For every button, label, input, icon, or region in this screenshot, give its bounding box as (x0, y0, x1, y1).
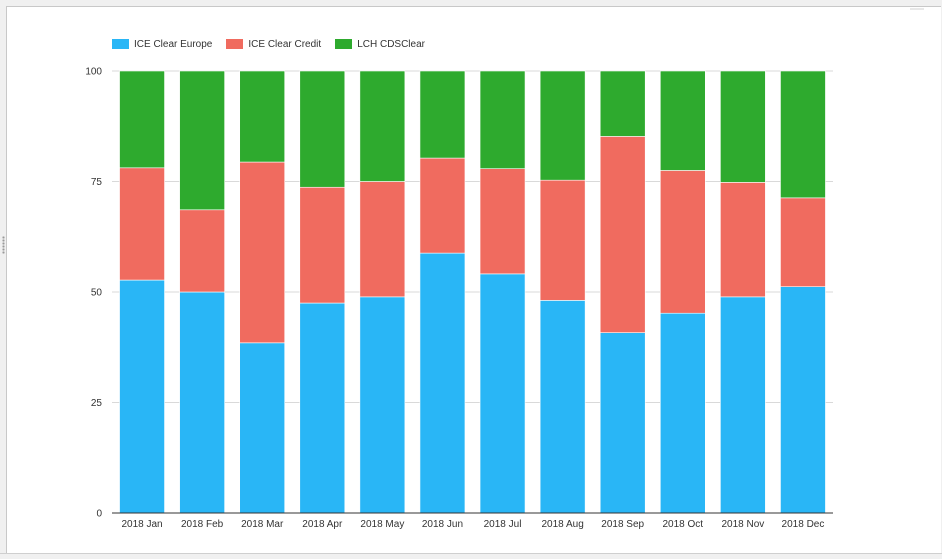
bar-segment[interactable] (179, 209, 225, 293)
x-tick-label: 2018 Jul (484, 519, 522, 530)
window-control (910, 8, 924, 10)
y-tick-label: 25 (91, 398, 103, 409)
x-tick-label: 2018 Apr (302, 519, 343, 530)
legend-label: ICE Clear Europe (134, 38, 213, 50)
chart-legend: ICE Clear Europe ICE Clear Credit LCH CD… (112, 37, 425, 51)
x-tick-label: 2018 Jan (121, 519, 162, 530)
bar-segment[interactable] (539, 70, 586, 181)
y-tick-label: 50 (91, 288, 103, 299)
bottom-border (0, 553, 942, 554)
bar-segment[interactable] (479, 70, 526, 169)
x-tick-label: 2018 Jun (422, 519, 463, 530)
gridlines (112, 70, 833, 403)
bar-segment[interactable] (720, 296, 766, 514)
bar-segment[interactable] (359, 70, 406, 182)
bar-segment[interactable] (659, 70, 706, 171)
bar-segment[interactable] (179, 70, 225, 211)
legend-item-lch-cdsclear[interactable]: LCH CDSClear (335, 39, 425, 50)
bar-segment[interactable] (239, 342, 286, 514)
x-tick-label: 2018 Dec (782, 519, 825, 530)
x-tick-label: 2018 Nov (721, 519, 764, 530)
bar-segment[interactable] (599, 136, 646, 333)
bar-segment[interactable] (239, 161, 286, 344)
x-tick-label: 2018 Oct (662, 519, 703, 530)
bar-segment[interactable] (479, 168, 526, 275)
legend-label: LCH CDSClear (357, 38, 425, 50)
bar-segment[interactable] (780, 70, 826, 199)
bar-segment[interactable] (419, 70, 466, 159)
bar-segment[interactable] (359, 296, 406, 514)
bar-segment[interactable] (119, 167, 165, 281)
bar-segment[interactable] (539, 300, 586, 514)
x-tick-label: 2018 Aug (541, 519, 583, 530)
bar-segment[interactable] (119, 70, 165, 169)
bar-segment[interactable] (419, 252, 466, 514)
bar-segment[interactable] (720, 70, 766, 183)
resize-grip[interactable] (2, 236, 5, 254)
bar-segment[interactable] (419, 157, 466, 254)
bar-segment[interactable] (780, 286, 826, 514)
bar-segment[interactable] (479, 273, 526, 514)
bar-segment[interactable] (299, 186, 346, 304)
bar-segment[interactable] (599, 332, 646, 514)
legend-item-ice-clear-credit[interactable]: ICE Clear Credit (226, 39, 321, 50)
legend-label: ICE Clear Credit (248, 38, 322, 50)
bar-segment[interactable] (780, 197, 826, 287)
bar-segment[interactable] (119, 279, 165, 514)
bar-segment[interactable] (299, 302, 346, 514)
legend-swatch (335, 39, 353, 49)
x-tick-label: 2018 Sep (601, 519, 644, 530)
bar-segment[interactable] (179, 291, 225, 514)
x-tick-label: 2018 May (360, 519, 404, 530)
bars (119, 70, 826, 514)
y-tick-label: 100 (85, 67, 102, 78)
legend-swatch (226, 39, 244, 49)
bar-segment[interactable] (299, 70, 346, 188)
y-tick-label: 75 (91, 177, 103, 188)
x-tick-label: 2018 Mar (241, 519, 284, 530)
bar-segment[interactable] (659, 170, 706, 314)
y-axis-ticks: 0 25 50 75 100 (85, 67, 102, 520)
x-axis-ticks: 2018 Jan 2018 Feb 2018 Mar 2018 Apr 2018 May… (121, 519, 824, 530)
legend-item-ice-clear-europe[interactable]: ICE Clear Europe (112, 39, 212, 50)
bar-segment[interactable] (659, 312, 706, 514)
bar-segment[interactable] (239, 70, 286, 163)
legend-swatch (112, 39, 129, 49)
bar-segment[interactable] (539, 179, 586, 301)
bar-segment[interactable] (359, 181, 406, 298)
y-tick-label: 0 (96, 509, 102, 520)
bar-segment[interactable] (599, 70, 646, 137)
bar-segment[interactable] (720, 182, 766, 298)
x-tick-label: 2018 Feb (181, 519, 224, 530)
